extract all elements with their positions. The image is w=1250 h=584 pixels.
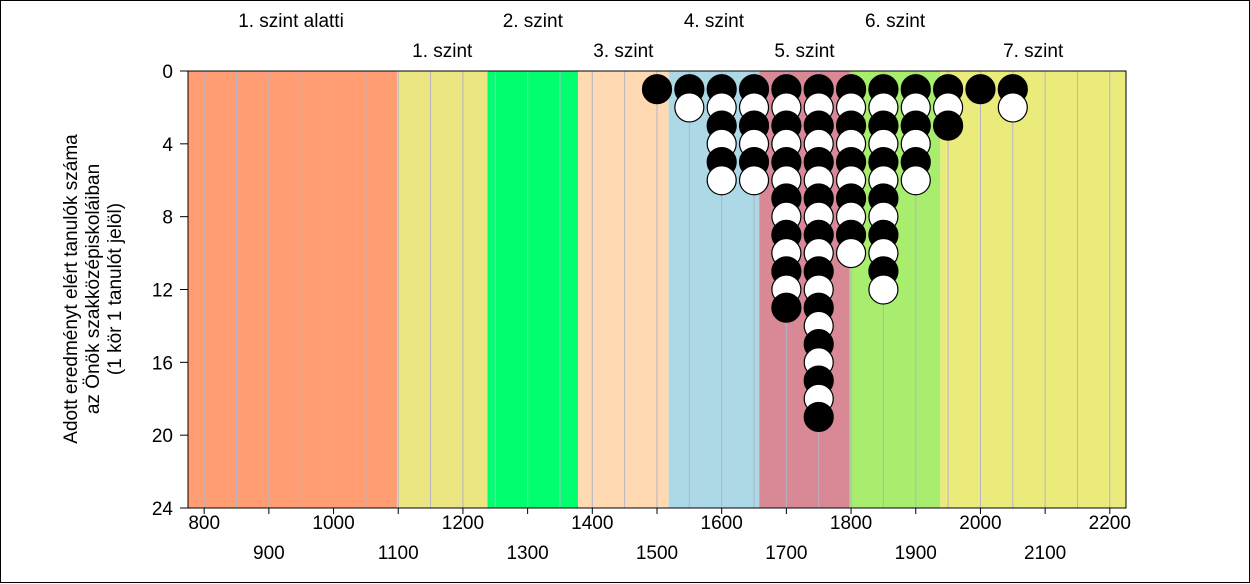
x-tick-label: 2100 bbox=[1024, 543, 1066, 564]
level-label: 6. szint bbox=[865, 11, 926, 32]
x-tick-label: 800 bbox=[188, 513, 220, 534]
student-marker bbox=[868, 274, 899, 305]
x-tick-label: 900 bbox=[253, 543, 285, 564]
y-tick-label: 8 bbox=[162, 208, 173, 229]
level-label: 1. szint alatti bbox=[238, 11, 344, 32]
band-3 bbox=[578, 71, 669, 508]
student-marker bbox=[706, 165, 737, 196]
level-label: 2. szint bbox=[503, 11, 564, 32]
x-tick-label: 2200 bbox=[1089, 513, 1131, 534]
student-marker bbox=[771, 292, 802, 323]
student-marker bbox=[965, 74, 996, 105]
x-tick-label: 1700 bbox=[765, 543, 807, 564]
student-markers bbox=[641, 74, 1028, 433]
x-tick-label: 1400 bbox=[571, 513, 613, 534]
band-7 bbox=[940, 71, 1126, 508]
y-axis: 0 4 8 12 16 20 24 bbox=[152, 62, 189, 520]
student-marker bbox=[674, 92, 705, 123]
x-tick-label: 1200 bbox=[442, 513, 484, 534]
y-axis-label: Adott eredményt elért tanulók számaaz Ön… bbox=[61, 134, 126, 444]
x-tick-label: 2000 bbox=[959, 513, 1001, 534]
x-tick-label: 1300 bbox=[506, 543, 548, 564]
y-axis-label-line: Adott eredményt elért tanulók száma bbox=[61, 134, 82, 444]
y-tick-label: 20 bbox=[152, 426, 173, 447]
x-tick-label: 1000 bbox=[312, 513, 354, 534]
student-marker bbox=[641, 74, 673, 105]
level-label: 4. szint bbox=[684, 11, 745, 32]
y-axis-label-line: az Önök szakközépiskoláiban bbox=[83, 164, 104, 414]
student-marker bbox=[933, 110, 964, 141]
x-tick-label: 1500 bbox=[636, 543, 678, 564]
level-label: 5. szint bbox=[774, 41, 835, 62]
student-marker bbox=[835, 237, 867, 269]
level-label: 3. szint bbox=[593, 41, 654, 62]
student-marker bbox=[900, 165, 931, 196]
level-label: 1. szint bbox=[412, 41, 473, 62]
y-tick-label: 16 bbox=[152, 353, 173, 374]
x-tick-label: 1900 bbox=[895, 543, 937, 564]
band-2 bbox=[487, 71, 579, 508]
student-marker bbox=[738, 165, 770, 196]
y-tick-label: 4 bbox=[162, 135, 173, 156]
x-tick-label: 1600 bbox=[701, 513, 743, 534]
level-label: 7. szint bbox=[1003, 41, 1064, 62]
x-axis: 800 1000 1200 1400 1600 1800 2000 2200 900 1100 13… bbox=[188, 507, 1131, 564]
band-1 bbox=[396, 71, 488, 508]
level-labels: 1. szint alatti 1. szint 2. szint 3. szint 4… bbox=[238, 11, 1064, 62]
student-marker bbox=[803, 401, 834, 433]
y-axis-label-line: (1 kör 1 tanulót jelöl) bbox=[105, 203, 126, 375]
y-tick-label: 12 bbox=[152, 281, 173, 302]
y-tick-label: 0 bbox=[162, 62, 173, 83]
student-marker bbox=[997, 92, 1028, 123]
level-bands bbox=[188, 71, 1126, 508]
y-tick-label: 24 bbox=[152, 499, 174, 520]
x-tick-label: 1100 bbox=[378, 543, 419, 564]
vertical-gridlines bbox=[203, 71, 1111, 508]
x-tick-label: 1800 bbox=[830, 513, 872, 534]
band-0 bbox=[188, 71, 397, 508]
